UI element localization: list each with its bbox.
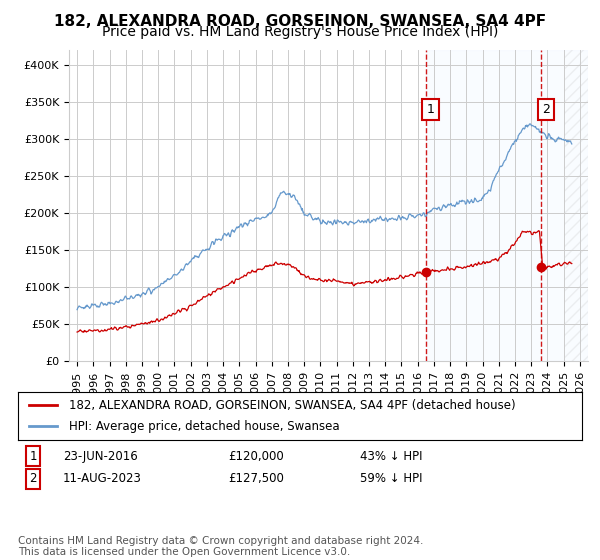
Text: 11-AUG-2023: 11-AUG-2023 — [63, 472, 142, 486]
Bar — [563, 50, 588, 361]
Text: 1: 1 — [29, 450, 37, 463]
Text: 182, ALEXANDRA ROAD, GORSEINON, SWANSEA, SA4 4PF: 182, ALEXANDRA ROAD, GORSEINON, SWANSEA,… — [54, 14, 546, 29]
Text: 2: 2 — [29, 472, 37, 486]
Text: HPI: Average price, detached house, Swansea: HPI: Average price, detached house, Swan… — [69, 420, 340, 433]
Text: 59% ↓ HPI: 59% ↓ HPI — [360, 472, 422, 486]
Bar — [426, 50, 588, 361]
Text: £120,000: £120,000 — [228, 450, 284, 463]
Text: Contains HM Land Registry data © Crown copyright and database right 2024.
This d: Contains HM Land Registry data © Crown c… — [18, 535, 424, 557]
Text: Price paid vs. HM Land Registry's House Price Index (HPI): Price paid vs. HM Land Registry's House … — [102, 25, 498, 39]
Text: 1: 1 — [427, 103, 434, 116]
Text: 43% ↓ HPI: 43% ↓ HPI — [360, 450, 422, 463]
Text: £127,500: £127,500 — [228, 472, 284, 486]
Text: 182, ALEXANDRA ROAD, GORSEINON, SWANSEA, SA4 4PF (detached house): 182, ALEXANDRA ROAD, GORSEINON, SWANSEA,… — [69, 399, 515, 412]
Text: 2: 2 — [542, 103, 550, 116]
Text: 23-JUN-2016: 23-JUN-2016 — [63, 450, 138, 463]
